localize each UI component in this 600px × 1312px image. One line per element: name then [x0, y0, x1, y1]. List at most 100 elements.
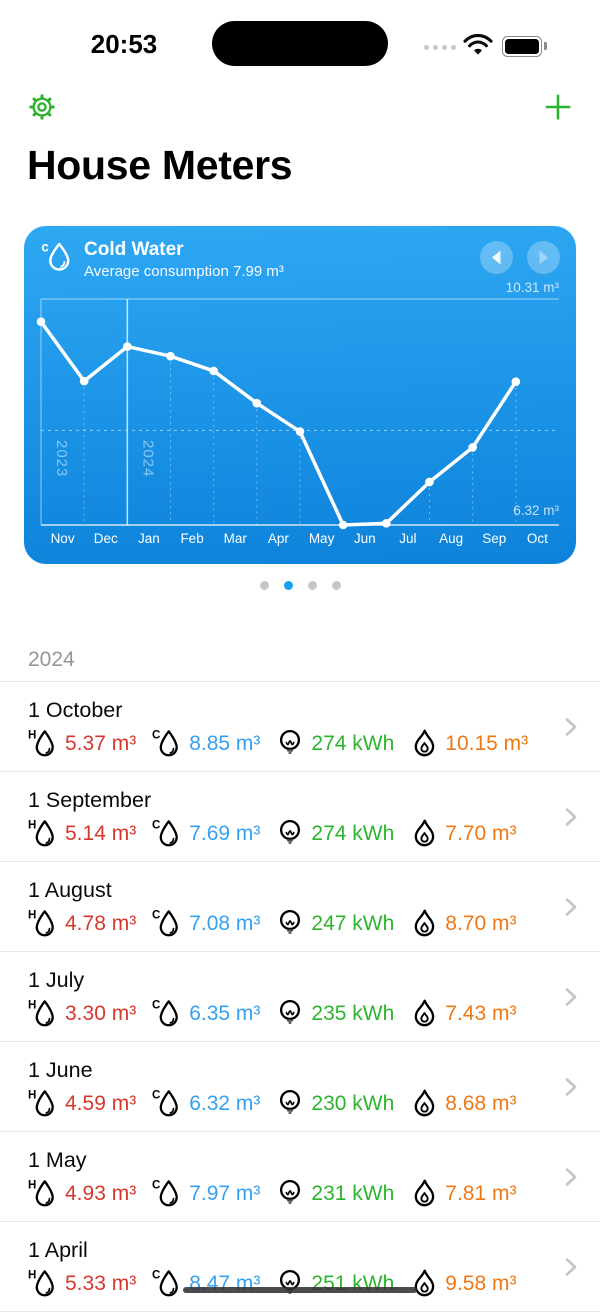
reading-date: 1 July: [28, 968, 85, 992]
battery-icon: [502, 36, 547, 57]
month-label: Apr: [268, 531, 290, 546]
svg-text:C: C: [152, 1179, 160, 1191]
hot-water-metric: H 5.33 m³: [28, 1267, 136, 1300]
status-time: 20:53: [90, 29, 158, 59]
electricity-value: 230 kWh: [311, 1091, 395, 1115]
month-label: Nov: [51, 531, 75, 546]
page-dot[interactable]: [283, 581, 293, 590]
hot-water-metric: H 4.78 m³: [28, 907, 136, 940]
cellular-signal-icon: [424, 45, 456, 50]
chart-point: [252, 398, 262, 408]
electricity-value: 235 kWh: [311, 1001, 395, 1025]
meter-reading-row[interactable]: 1 April H 5.33 m³ C 8.47 m³: [0, 1222, 600, 1312]
light-bulb-icon: [280, 909, 301, 934]
gas-value: 9.58 m³: [445, 1271, 517, 1295]
add-meter-button[interactable]: [543, 92, 573, 122]
chart-max-label: 10.31 m³: [505, 280, 559, 295]
svg-text:C: C: [152, 1269, 160, 1281]
light-bulb-icon: [280, 819, 301, 844]
electricity-metric: 230 kWh: [276, 1087, 394, 1120]
cold-water-drop-icon: c: [41, 239, 70, 271]
electricity-metric: 247 kWh: [276, 907, 394, 940]
gas-value: 7.70 m³: [445, 821, 517, 845]
chart-line: [39, 319, 518, 527]
gas-metric: 8.70 m³: [410, 907, 516, 940]
hot-water-icon: H: [28, 729, 54, 757]
chart-point: [166, 351, 175, 361]
svg-text:C: C: [152, 1089, 160, 1101]
light-bulb-icon: [280, 729, 301, 754]
gas-metric: 9.58 m³: [410, 1267, 516, 1300]
cold-water-value: 6.32 m³: [189, 1091, 261, 1115]
chart-point: [123, 342, 132, 351]
page-indicator[interactable]: [0, 581, 600, 590]
electricity-metric: 251 kWh: [276, 1267, 394, 1300]
gas-value: 7.81 m³: [445, 1181, 517, 1205]
reading-date: 1 May: [28, 1148, 87, 1172]
svg-text:c: c: [41, 239, 49, 254]
gas-value: 8.70 m³: [445, 911, 517, 935]
hot-water-value: 3.30 m³: [65, 1001, 137, 1025]
meter-reading-row[interactable]: 1 September H 5.14 m³ C 7.69 m³: [0, 772, 600, 862]
svg-text:H: H: [28, 729, 36, 741]
page-dot[interactable]: [259, 581, 269, 590]
hot-water-value: 4.78 m³: [65, 911, 137, 935]
gas-metric: 8.68 m³: [410, 1087, 516, 1120]
meter-reading-row[interactable]: 1 May H 4.93 m³ C 7.97 m³: [0, 1132, 600, 1222]
cold-water-metric: C 6.35 m³: [152, 997, 260, 1030]
cold-water-metric: C 7.08 m³: [152, 907, 260, 940]
hot-water-metric: H 4.93 m³: [28, 1177, 136, 1210]
cold-water-icon: C: [152, 819, 179, 847]
light-bulb-icon: [280, 1089, 301, 1114]
svg-text:C: C: [152, 819, 160, 831]
next-period-button[interactable]: [527, 241, 560, 274]
light-bulb-icon: [280, 1269, 301, 1294]
hot-water-metric: H 5.37 m³: [28, 727, 136, 760]
meter-reading-row[interactable]: 1 July H 3.30 m³ C 6.35 m³: [0, 952, 600, 1042]
settings-button[interactable]: [27, 92, 57, 122]
chart-point: [36, 317, 46, 326]
month-label: Sep: [482, 531, 506, 546]
cold-water-value: 8.85 m³: [189, 731, 261, 755]
electricity-value: 274 kWh: [311, 821, 395, 845]
chevron-right-icon: [565, 808, 577, 826]
reading-date: 1 April: [28, 1238, 88, 1262]
dynamic-island: [212, 21, 388, 66]
reading-date: 1 October: [28, 698, 123, 722]
year-label: 2024: [139, 440, 156, 477]
chevron-right-icon: [565, 718, 577, 736]
electricity-metric: 274 kWh: [276, 727, 394, 760]
flame-icon: [414, 729, 435, 757]
card-subtitle: Average consumption 7.99 m³: [84, 263, 284, 280]
hot-water-icon: H: [28, 1089, 54, 1117]
chart-point: [79, 376, 89, 386]
page-title: House Meters: [27, 142, 293, 188]
page-dot[interactable]: [331, 581, 341, 590]
hot-water-icon: H: [28, 909, 54, 937]
light-bulb-icon: [280, 999, 301, 1024]
meter-reading-row[interactable]: 1 June H 4.59 m³ C 6.32 m³: [0, 1042, 600, 1132]
meter-reading-row[interactable]: 1 October H 5.37 m³ C 8.85 m³: [0, 682, 600, 772]
chart-point: [295, 427, 305, 436]
month-label: Mar: [224, 531, 248, 546]
month-label: Jun: [354, 531, 376, 546]
flame-icon: [414, 819, 435, 847]
gas-metric: 7.70 m³: [410, 817, 516, 850]
gas-metric: 7.43 m³: [410, 997, 516, 1030]
light-bulb-icon: [280, 1179, 301, 1204]
month-label: Feb: [180, 531, 203, 546]
hot-water-value: 5.37 m³: [65, 731, 137, 755]
previous-period-button[interactable]: [480, 241, 513, 274]
left-arrow-icon: [492, 250, 501, 265]
hot-water-value: 4.93 m³: [65, 1181, 137, 1205]
meter-reading-row[interactable]: 1 August H 4.78 m³ C 7.08 m³: [0, 862, 600, 952]
cold-water-card[interactable]: c Cold Water Average consumption 7.99 m³…: [24, 226, 576, 564]
card-title: Cold Water: [84, 239, 184, 260]
gas-metric: 7.81 m³: [410, 1177, 516, 1210]
month-label: Oct: [527, 531, 548, 546]
cold-water-metric: C 7.97 m³: [152, 1177, 260, 1210]
home-indicator[interactable]: [183, 1287, 417, 1293]
svg-text:H: H: [28, 1269, 36, 1281]
page-dot[interactable]: [307, 581, 317, 590]
year-label: 2023: [53, 440, 70, 477]
